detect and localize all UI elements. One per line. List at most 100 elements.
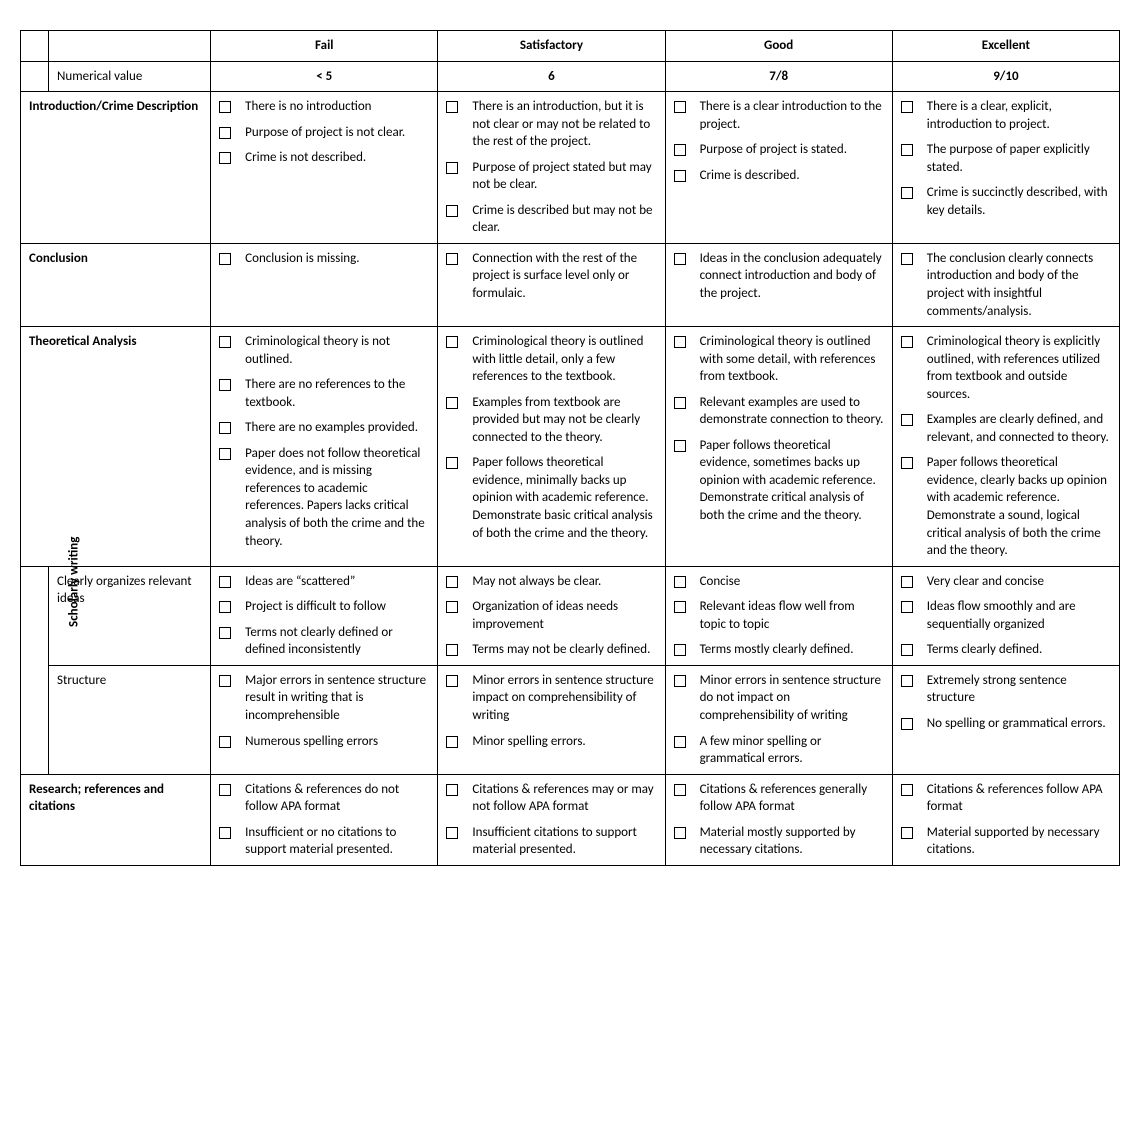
checklist-item-text: Terms may not be clearly defined. (472, 641, 656, 659)
checklist-item: There is a clear, explicit, introduction… (901, 98, 1111, 133)
rubric-cell: Criminological theory is outlined with s… (665, 327, 892, 567)
rubric-row: Theoretical AnalysisCriminological theor… (21, 327, 1120, 567)
checkbox-icon (446, 827, 458, 839)
checklist-item-text: There is no introduction (245, 98, 429, 116)
checklist-item-text: Ideas are “scattered” (245, 573, 429, 591)
checklist-item: Insufficient citations to support materi… (446, 824, 656, 859)
checklist-item: Criminological theory is outlined with s… (674, 333, 884, 386)
rubric-body: Introduction/Crime Description There is n… (21, 92, 1120, 866)
checklist-item: Terms clearly defined. (901, 641, 1111, 659)
criterion-label: Research; references and citations (21, 774, 211, 865)
rubric-table: Fail Satisfactory Good Excellent Numeric… (20, 30, 1120, 866)
checklist-item-text: Purpose of project is stated. (700, 141, 884, 159)
checklist-item: Project is difficult to follow (219, 598, 429, 616)
checklist: There is a clear introduction to the pro… (674, 98, 884, 184)
checklist-item-text: Criminological theory is not outlined. (245, 333, 429, 368)
checkbox-icon (446, 784, 458, 796)
checklist-item-text: Citations & references may or may not fo… (472, 781, 656, 816)
numeric-satisfactory: 6 (438, 61, 665, 92)
checkbox-icon (901, 601, 913, 613)
checklist-item: Purpose of project stated but may not be… (446, 159, 656, 194)
checklist-item-text: Citations & references follow APA format (927, 781, 1111, 816)
checklist-item: Crime is succinctly described, with key … (901, 184, 1111, 219)
numeric-excellent: 9/10 (892, 61, 1119, 92)
criterion-label: Conclusion (21, 243, 211, 326)
rubric-cell: Ideas in the conclusion adequately conne… (665, 243, 892, 326)
checklist-item-text: Paper follows theoretical evidence, clea… (927, 454, 1111, 559)
checklist-item-text: Material mostly supported by necessary c… (700, 824, 884, 859)
checklist-item: The purpose of paper explicitly stated. (901, 141, 1111, 176)
checklist-item: Crime is not described. (219, 149, 429, 167)
checkbox-icon (446, 736, 458, 748)
criterion-label: Introduction/Crime Description (21, 92, 211, 244)
checklist-item-text: Insufficient citations to support materi… (472, 824, 656, 859)
header-blank-2 (49, 31, 211, 62)
checklist-item-text: Very clear and concise (927, 573, 1111, 591)
checklist-item: Insufficient or no citations to support … (219, 824, 429, 859)
checkbox-icon (219, 827, 231, 839)
checklist: Criminological theory is outlined with s… (674, 333, 884, 524)
checklist-item-text: Ideas in the conclusion adequately conne… (700, 250, 884, 303)
rubric-row: StructureMajor errors in sentence struct… (21, 665, 1120, 774)
checklist: Criminological theory is outlined with l… (446, 333, 656, 542)
checkbox-icon (446, 101, 458, 113)
checklist-item: Relevant examples are used to demonstrat… (674, 394, 884, 429)
checkbox-icon (219, 448, 231, 460)
checklist-item-text: Criminological theory is explicitly outl… (927, 333, 1111, 403)
checkbox-icon (674, 170, 686, 182)
checklist-item-text: Relevant examples are used to demonstrat… (700, 394, 884, 429)
checklist-item: Crime is described but may not be clear. (446, 202, 656, 237)
checkbox-icon (674, 440, 686, 452)
level-good: Good (665, 31, 892, 62)
checklist-item-text: Criminological theory is outlined with l… (472, 333, 656, 386)
checklist-item-text: Crime is not described. (245, 149, 429, 167)
checklist-item-text: May not always be clear. (472, 573, 656, 591)
rubric-cell: Citations & references generally follow … (665, 774, 892, 865)
checklist-item: Very clear and concise (901, 573, 1111, 591)
checklist-item: There are no references to the textbook. (219, 376, 429, 411)
checklist-item: Crime is described. (674, 167, 884, 185)
checklist-item: Purpose of project is stated. (674, 141, 884, 159)
checklist-item: Organization of ideas needs improvement (446, 598, 656, 633)
checklist: Connection with the rest of the project … (446, 250, 656, 303)
checklist-item: No spelling or grammatical errors. (901, 715, 1111, 733)
rubric-cell: Citations & references follow APA format… (892, 774, 1119, 865)
rubric-cell: Ideas are “scattered” Project is difficul… (211, 566, 438, 665)
checkbox-icon (901, 718, 913, 730)
level-satisfactory: Satisfactory (438, 31, 665, 62)
checklist-item: Concise (674, 573, 884, 591)
checkbox-icon (674, 397, 686, 409)
checklist-item-text: No spelling or grammatical errors. (927, 715, 1111, 733)
checklist-item-text: The purpose of paper explicitly stated. (927, 141, 1111, 176)
checklist-item-text: Material supported by necessary citation… (927, 824, 1111, 859)
checklist-item: Criminological theory is not outlined. (219, 333, 429, 368)
checklist-item-text: Terms not clearly defined or defined inc… (245, 624, 429, 659)
checklist-item: Citations & references may or may not fo… (446, 781, 656, 816)
checklist-item: Extremely strong sentence structure (901, 672, 1111, 707)
checklist-item-text: Terms mostly clearly defined. (700, 641, 884, 659)
header-row-levels: Fail Satisfactory Good Excellent (21, 31, 1120, 62)
rubric-cell: Criminological theory is outlined with l… (438, 327, 665, 567)
rubric-row: Introduction/Crime Description There is n… (21, 92, 1120, 244)
checklist-item-text: There are no examples provided. (245, 419, 429, 437)
checkbox-icon (219, 576, 231, 588)
checklist-item-text: Conclusion is missing. (245, 250, 429, 268)
checklist-item: Conclusion is missing. (219, 250, 429, 268)
checklist-item-text: Examples are clearly defined, and releva… (927, 411, 1111, 446)
checkbox-icon (674, 675, 686, 687)
checkbox-icon (446, 336, 458, 348)
checklist-item: Criminological theory is explicitly outl… (901, 333, 1111, 403)
rubric-cell: There is an introduction, but it is not … (438, 92, 665, 244)
checklist-item-text: Paper follows theoretical evidence, mini… (472, 454, 656, 542)
checkbox-icon (446, 675, 458, 687)
rubric-cell: Criminological theory is not outlined. Th… (211, 327, 438, 567)
checkbox-icon (901, 253, 913, 265)
checklist-item-text: Citations & references do not follow APA… (245, 781, 429, 816)
checklist-item: Terms mostly clearly defined. (674, 641, 884, 659)
checklist-item: Ideas in the conclusion adequately conne… (674, 250, 884, 303)
checkbox-icon (674, 827, 686, 839)
numeric-good: 7/8 (665, 61, 892, 92)
checkbox-icon (219, 379, 231, 391)
checklist: Conclusion is missing. (219, 250, 429, 268)
checklist: Citations & references may or may not fo… (446, 781, 656, 859)
